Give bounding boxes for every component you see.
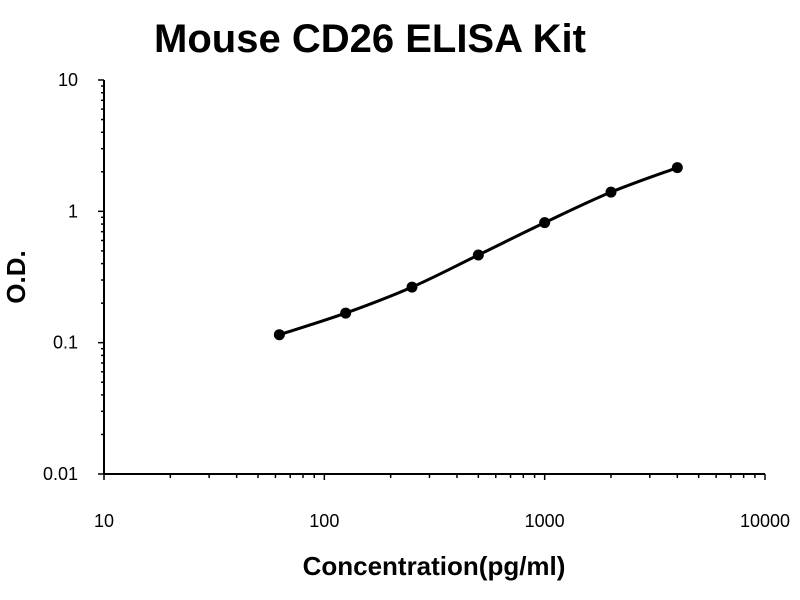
x-tick-label: 1000 [525,511,565,531]
y-axis-label: O.D. [1,250,31,303]
chart-title: Mouse CD26 ELISA Kit [154,17,586,61]
data-point [605,186,617,198]
data-point [406,281,418,293]
x-tick-label: 10 [94,511,114,531]
data-point [340,307,352,319]
x-tick-label: 10000 [740,511,790,531]
data-point [273,329,285,341]
y-tick-label: 10 [58,70,78,90]
data-point [472,249,484,261]
data-point [539,217,551,229]
y-tick-label: 0.01 [43,464,78,484]
x-tick-label: 100 [309,511,339,531]
x-axis: 10 100 1000 10000 [94,474,790,531]
data-point [671,162,683,174]
x-axis-label: Concentration(pg/ml) [303,551,566,581]
y-tick-label: 0.1 [53,333,78,353]
data-points [273,162,683,341]
y-axis: 0.01 0.1 1 10 [43,70,104,484]
y-tick-label: 1 [68,201,78,221]
